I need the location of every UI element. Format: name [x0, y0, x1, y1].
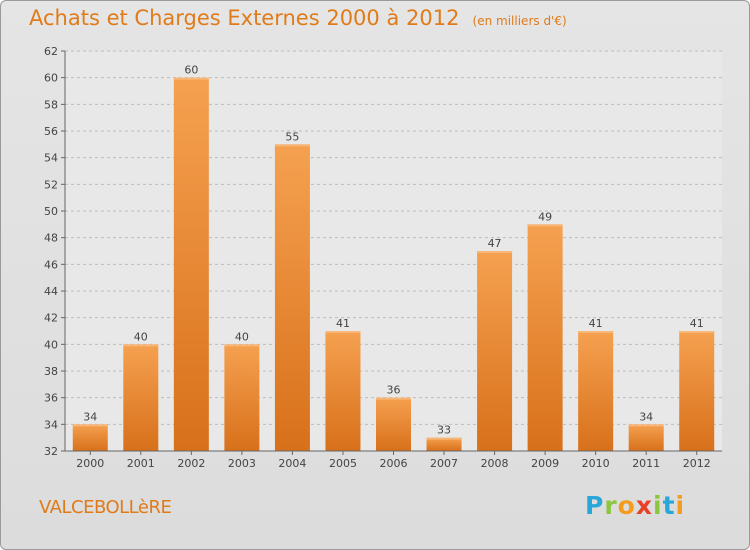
x-tick-label: 2004	[278, 457, 306, 470]
bar-value-label: 34	[83, 410, 97, 423]
y-tick-label: 54	[44, 152, 58, 165]
bar-top-highlight	[578, 331, 614, 333]
bar-2003	[224, 344, 260, 451]
x-tick-label: 2010	[582, 457, 610, 470]
y-tick-label: 58	[44, 98, 58, 111]
y-tick-label: 50	[44, 205, 58, 218]
y-tick-label: 38	[44, 365, 58, 378]
bar-value-label: 55	[285, 130, 299, 143]
y-tick-label: 56	[44, 125, 58, 138]
bar-top-highlight	[224, 344, 260, 347]
x-tick-label: 2000	[76, 457, 104, 470]
bar-2009	[527, 224, 563, 451]
x-tick-label: 2008	[481, 457, 509, 470]
bar-2001	[123, 344, 159, 451]
bar-value-label: 36	[387, 384, 401, 397]
x-tick-label: 2003	[228, 457, 256, 470]
bar-value-label: 60	[184, 64, 198, 77]
y-tick-label: 62	[44, 45, 58, 58]
bar-2011	[628, 424, 664, 451]
bar-top-highlight	[527, 224, 563, 227]
x-tick-label: 2011	[632, 457, 660, 470]
bar-value-label: 49	[538, 210, 552, 223]
bar-value-label: 40	[134, 330, 148, 343]
y-tick-label: 40	[44, 338, 58, 351]
y-tick-label: 44	[44, 285, 58, 298]
commune-name: VALCEBOLLèRE	[39, 497, 172, 518]
bar-top-highlight	[477, 251, 513, 253]
bar-top-highlight	[679, 331, 715, 333]
logo-letter: o	[617, 491, 636, 520]
x-tick-label: 2005	[329, 457, 357, 470]
x-tick-label: 2009	[531, 457, 559, 470]
bar-2007	[426, 437, 462, 451]
bar-value-label: 41	[589, 317, 603, 330]
bar-2012	[679, 331, 715, 451]
bar-value-label: 41	[690, 317, 704, 330]
bar-value-label: 40	[235, 330, 249, 343]
x-tick-label: 2002	[177, 457, 205, 470]
chart-title-block: Achats et Charges Externes 2000 à 2012 (…	[29, 6, 567, 30]
bar-2002	[173, 77, 209, 452]
logo-letter: t	[662, 491, 676, 520]
bar-value-label: 33	[437, 424, 451, 437]
bar-2006	[376, 397, 411, 451]
bar-top-highlight	[628, 424, 664, 427]
y-tick-label: 36	[44, 392, 58, 405]
bar-top-highlight	[376, 397, 411, 400]
bar-2010	[578, 331, 614, 451]
bar-2000	[72, 424, 108, 451]
bar-top-highlight	[274, 144, 310, 147]
y-tick-label: 46	[44, 258, 58, 271]
bar-value-label: 34	[639, 410, 653, 423]
bar-2008	[477, 251, 513, 451]
proxiti-logo[interactable]: Proxiti	[585, 491, 685, 520]
bar-top-highlight	[426, 437, 462, 440]
logo-letter: r	[604, 491, 618, 520]
y-tick-label: 34	[44, 418, 58, 431]
bar-top-highlight	[173, 77, 209, 80]
logo-letter: i	[675, 491, 686, 520]
axis-layer: 32 34 36 38 40 42 44 46 48 50 52 54 56 58 60 62 2000 2001…	[44, 45, 722, 470]
logo-letter: i	[653, 491, 663, 520]
y-tick-label: 60	[44, 72, 58, 85]
x-tick-label: 2001	[127, 457, 155, 470]
bar-2004	[274, 144, 310, 452]
bar-top-highlight	[325, 331, 361, 333]
chart-title: Achats et Charges Externes 2000 à 2012	[29, 6, 460, 30]
x-tick-label: 2007	[430, 457, 458, 470]
bar-top-highlight	[72, 424, 108, 427]
bar-top-highlight	[123, 344, 159, 347]
x-tick-label: 2012	[683, 457, 711, 470]
x-tick-label: 2006	[380, 457, 408, 470]
logo-letter: x	[635, 491, 653, 520]
chart-unit: (en milliers d'€)	[472, 14, 567, 28]
bar-2005	[325, 331, 361, 451]
bar-layer: 34 40 60 40 55 41 36 33 47 49 41 34 41	[72, 64, 715, 452]
bar-value-label: 41	[336, 317, 350, 330]
y-tick-label: 32	[44, 445, 58, 458]
y-tick-label: 52	[44, 178, 58, 191]
y-tick-label: 48	[44, 232, 58, 245]
logo-letter: P	[585, 491, 605, 520]
bar-value-label: 47	[488, 237, 502, 250]
y-tick-label: 42	[44, 312, 58, 325]
